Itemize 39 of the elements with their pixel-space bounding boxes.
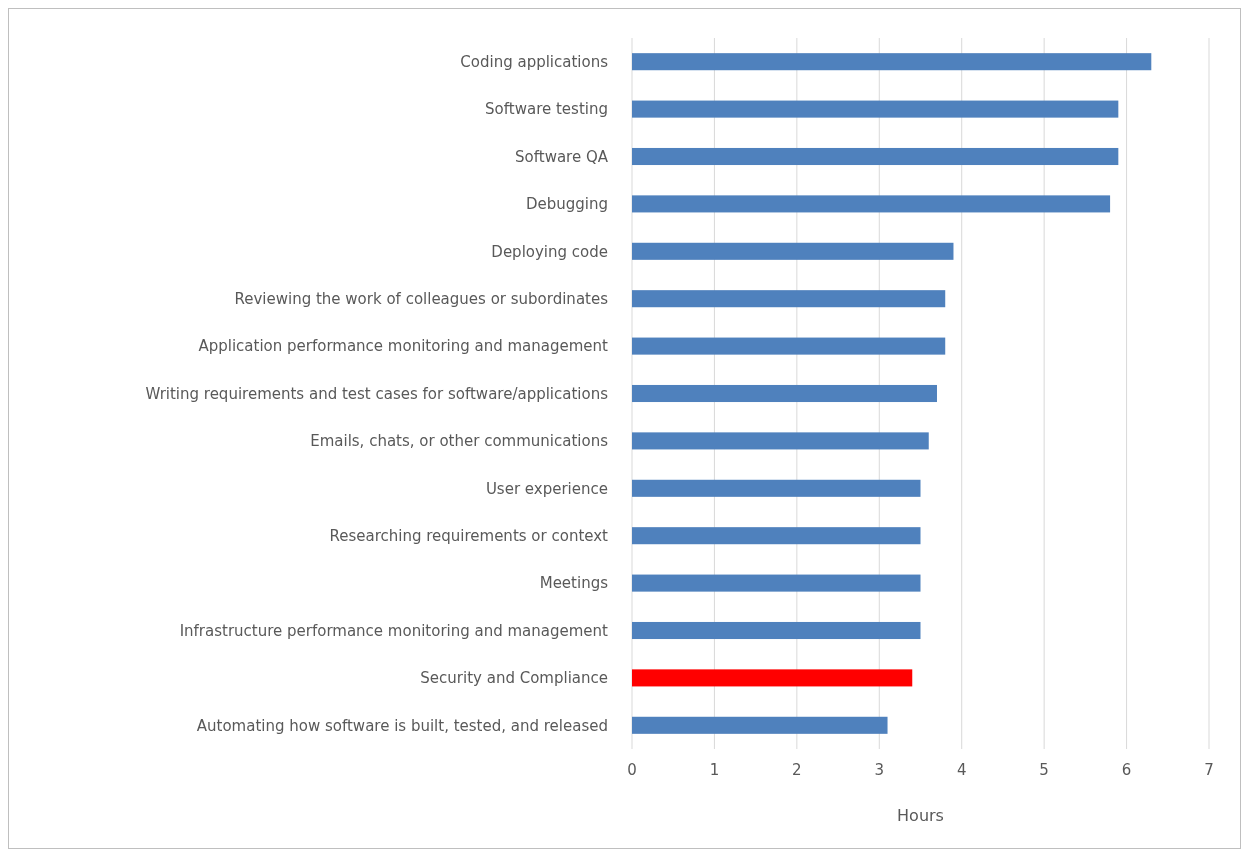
x-tick-label: 6 [1121, 761, 1132, 779]
x-tick-label: 7 [1204, 761, 1214, 779]
x-tick-label: 3 [874, 761, 885, 779]
y-tick-label: Automating how software is built, tested, and released [196, 716, 608, 735]
bar [632, 53, 1152, 71]
x-tick-label: 1 [709, 761, 720, 779]
bar [632, 432, 929, 450]
y-tick-label: Meetings [539, 574, 609, 593]
bar [632, 527, 921, 545]
y-tick-label: Security and Compliance [420, 669, 608, 688]
bar [632, 195, 1111, 213]
bar [632, 242, 954, 260]
y-tick-label: Emails, chats, or other communications [310, 432, 609, 451]
y-tick-label: Application performance monitoring and management [198, 337, 609, 356]
y-tick-label: Deploying code [491, 242, 608, 261]
y-tick-label: Infrastructure performance monitoring and management [179, 621, 609, 640]
y-tick-label: Writing requirements and test cases for software/applications [145, 384, 609, 403]
bar [632, 337, 946, 355]
bar [632, 716, 888, 734]
y-tick-label: User experience [485, 479, 608, 498]
y-tick-label: Coding applications [460, 52, 609, 71]
bar [632, 621, 921, 640]
x-tick-label: 0 [627, 761, 637, 779]
bar [632, 100, 1119, 118]
bar [632, 290, 946, 308]
y-tick-label: Software QA [515, 147, 609, 166]
bar [632, 384, 937, 403]
bar [632, 574, 921, 592]
x-tick-label: 2 [792, 761, 802, 779]
bar [632, 479, 921, 497]
y-tick-label: Debugging [525, 195, 608, 214]
x-tick-label: 4 [956, 761, 967, 779]
bar [632, 147, 1119, 166]
y-tick-label: Software testing [485, 100, 608, 119]
x-tick-label: 5 [1039, 761, 1049, 779]
bar [632, 669, 913, 687]
y-tick-label: Reviewing the work of colleagues or subordinates [234, 289, 609, 308]
x-axis-title: Hours [897, 806, 944, 825]
y-tick-label: Researching requirements or context [329, 526, 609, 545]
